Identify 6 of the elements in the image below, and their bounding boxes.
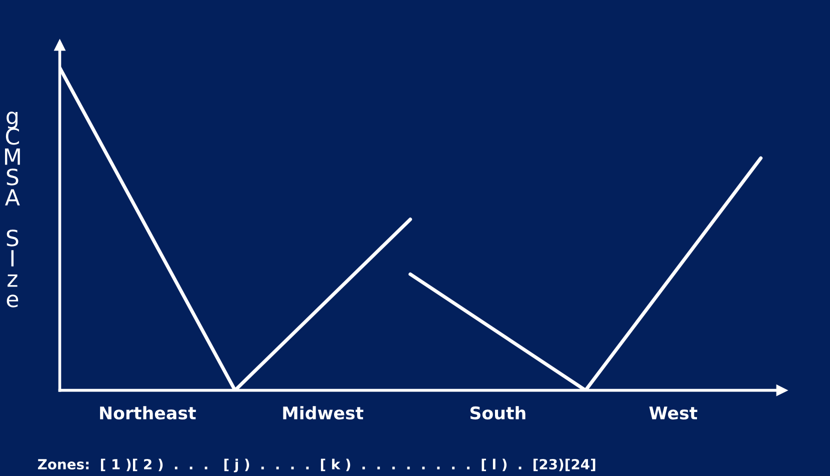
text: West: [649, 406, 698, 420]
text: gCMSA SIze: [5, 112, 20, 308]
text: Midwest: [283, 406, 364, 420]
text: Zones: [ 1 )[ 2 ) . . . [ j ) . . . . [ k ) . . . . . . . . [ l ) . [23)[24]: [38, 458, 596, 472]
text: South: [470, 406, 526, 420]
text: Northeast: [100, 406, 196, 420]
